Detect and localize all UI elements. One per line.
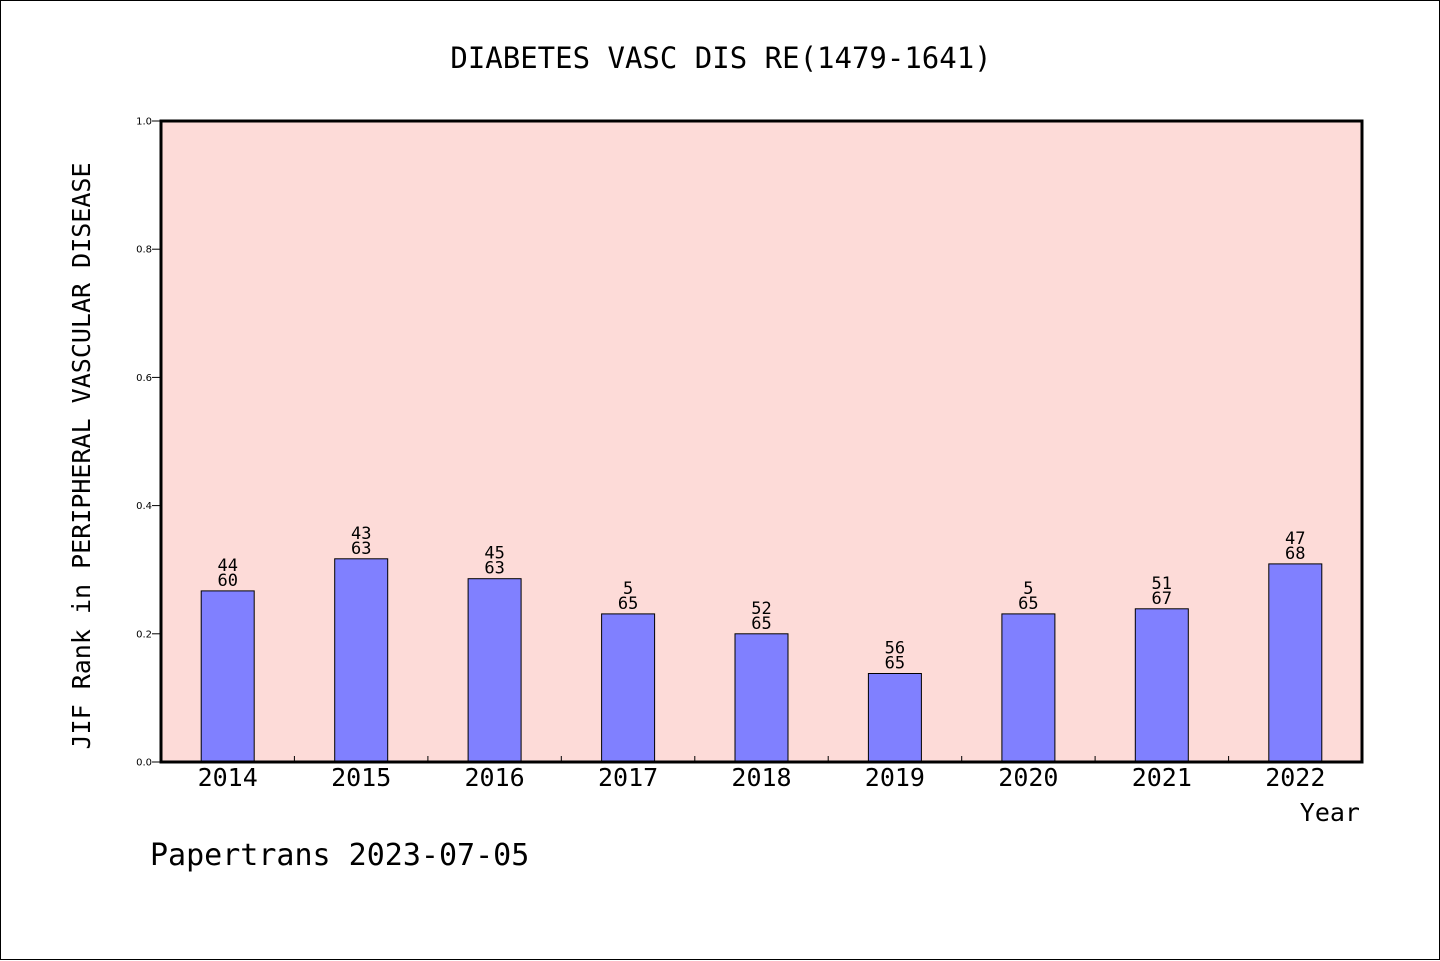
bar-2018 — [734, 633, 789, 763]
x-tick-label: 2022 — [1265, 763, 1325, 792]
x-tick-label: 2014 — [198, 763, 258, 792]
bar-total-label: 65 — [885, 654, 905, 674]
bar-2019 — [867, 673, 922, 763]
bar-2020 — [1001, 613, 1056, 763]
x-tick-label: 2017 — [598, 763, 658, 792]
y-tick-label: 0.8 — [136, 245, 152, 256]
bar-total-label: 63 — [484, 559, 504, 579]
bar-2017 — [601, 613, 656, 763]
y-tick-label: 0.0 — [136, 758, 152, 769]
bar-rank-label: 43 — [351, 524, 371, 544]
bar-total-label: 65 — [751, 614, 771, 634]
x-tick-label: 2019 — [865, 763, 925, 792]
bar-rank-label: 56 — [885, 639, 905, 659]
bar-total-label: 65 — [1018, 594, 1038, 614]
bar-rank-label: 47 — [1285, 529, 1305, 549]
bar-total-label: 60 — [217, 571, 237, 591]
bars-group — [200, 558, 1323, 763]
x-axis-title: Year — [1300, 798, 1360, 827]
footer-credit: Papertrans 2023-07-05 — [150, 838, 529, 873]
bar-total-label: 68 — [1285, 544, 1305, 564]
y-tick-label: 0.4 — [136, 501, 152, 512]
bar-2015 — [334, 558, 389, 763]
bar-total-label: 65 — [618, 594, 638, 614]
x-axis-ticks: 2014 2015 2016 2017 2018 2019 2020 2021 2022 — [198, 756, 1325, 792]
bar-2014 — [200, 590, 255, 763]
bar-2022 — [1268, 563, 1323, 763]
y-tick-label: 1.0 — [136, 117, 152, 128]
bar-2016 — [467, 578, 522, 763]
bar-rank-label: 52 — [751, 599, 771, 619]
x-tick-label: 2020 — [998, 763, 1058, 792]
bar-rank-label: 5 — [1023, 579, 1033, 599]
plot-border — [159, 119, 1364, 764]
bar-total-label: 63 — [351, 539, 371, 559]
x-tick-label: 2018 — [731, 763, 791, 792]
bar-2021 — [1134, 608, 1189, 763]
bar-rank-label: 45 — [484, 544, 504, 564]
y-axis-ticks: 0.0 0.2 0.4 0.6 0.8 1.0 — [136, 117, 161, 769]
x-tick-label: 2021 — [1132, 763, 1192, 792]
bar-total-label: 67 — [1152, 589, 1172, 609]
x-tick-label: 2015 — [331, 763, 391, 792]
y-tick-label: 0.6 — [136, 373, 152, 384]
bar-rank-label: 5 — [623, 579, 633, 599]
chart-title: DIABETES VASC DIS RE(1479-1641) — [450, 41, 991, 75]
y-tick-label: 0.2 — [136, 629, 152, 640]
bar-rank-label: 51 — [1152, 574, 1172, 594]
bar-rank-label: 44 — [217, 556, 237, 576]
x-tick-label: 2016 — [464, 763, 524, 792]
y-axis-title: JIF Rank in PERIPHERAL VASCULAR DISEASE — [67, 163, 96, 750]
